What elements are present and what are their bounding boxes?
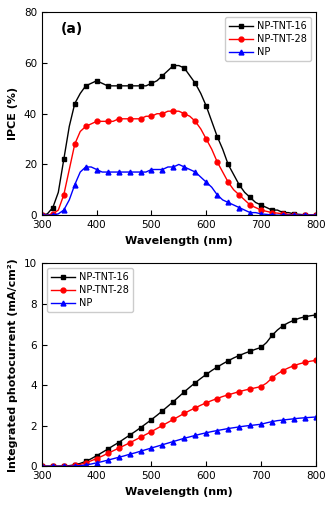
NP xyxy=(314,414,318,420)
NP-TNT-28 xyxy=(40,212,44,218)
NP-TNT-28 xyxy=(237,388,241,394)
X-axis label: Wavelength (nm): Wavelength (nm) xyxy=(125,235,233,245)
NP-TNT-28 xyxy=(308,358,312,364)
Line: NP-TNT-16: NP-TNT-16 xyxy=(39,313,318,469)
NP-TNT-28 xyxy=(122,116,126,122)
Legend: NP-TNT-16, NP-TNT-28, NP: NP-TNT-16, NP-TNT-28, NP xyxy=(47,268,133,312)
NP xyxy=(100,459,104,465)
NP-TNT-16 xyxy=(100,449,104,456)
NP-TNT-28 xyxy=(221,393,225,399)
NP-TNT-16 xyxy=(308,313,312,319)
NP-TNT-28 xyxy=(40,463,44,469)
NP-TNT-16 xyxy=(40,212,44,218)
NP-TNT-16 xyxy=(308,212,312,218)
NP-TNT-16 xyxy=(221,361,225,367)
NP xyxy=(242,207,246,213)
NP-TNT-28 xyxy=(308,212,312,218)
NP-TNT-16 xyxy=(128,83,132,89)
NP-TNT-28 xyxy=(314,212,318,218)
Text: (b): (b) xyxy=(61,274,84,287)
NP-TNT-16 xyxy=(237,352,241,359)
Line: NP-TNT-28: NP-TNT-28 xyxy=(39,358,318,469)
NP-TNT-16 xyxy=(314,212,318,218)
Line: NP: NP xyxy=(39,162,318,218)
NP xyxy=(308,212,312,218)
NP-TNT-28 xyxy=(122,442,126,448)
NP-TNT-16 xyxy=(40,463,44,469)
NP xyxy=(177,162,181,168)
NP-TNT-28 xyxy=(128,116,132,122)
NP xyxy=(128,169,132,175)
Legend: NP-TNT-16, NP-TNT-28, NP: NP-TNT-16, NP-TNT-28, NP xyxy=(225,17,311,61)
NP xyxy=(122,453,126,459)
NP xyxy=(308,414,312,420)
NP-TNT-16 xyxy=(128,432,132,438)
NP-TNT-28 xyxy=(314,358,318,364)
NP-TNT-16 xyxy=(226,162,230,168)
NP xyxy=(221,427,225,433)
X-axis label: Wavelength (nm): Wavelength (nm) xyxy=(125,487,233,496)
NP-TNT-28 xyxy=(226,179,230,185)
NP xyxy=(40,463,44,469)
NP xyxy=(314,212,318,218)
NP xyxy=(237,424,241,430)
NP xyxy=(40,212,44,218)
NP-TNT-16 xyxy=(171,63,175,69)
NP-TNT-16 xyxy=(100,80,104,86)
NP-TNT-28 xyxy=(100,118,104,124)
Line: NP: NP xyxy=(39,415,318,469)
NP xyxy=(122,169,126,175)
Y-axis label: IPCE (%): IPCE (%) xyxy=(8,87,18,140)
NP xyxy=(128,451,132,458)
NP-TNT-28 xyxy=(242,197,246,203)
NP-TNT-28 xyxy=(128,440,132,446)
NP xyxy=(226,199,230,206)
NP-TNT-16 xyxy=(122,83,126,89)
Y-axis label: Integrated photocurrent (mA/cm²): Integrated photocurrent (mA/cm²) xyxy=(8,258,18,472)
Line: NP-TNT-28: NP-TNT-28 xyxy=(39,109,318,218)
Line: NP-TNT-16: NP-TNT-16 xyxy=(39,63,318,218)
NP-TNT-16 xyxy=(242,189,246,195)
NP-TNT-16 xyxy=(122,436,126,442)
NP-TNT-28 xyxy=(166,108,170,114)
Text: (a): (a) xyxy=(61,23,83,36)
NP-TNT-28 xyxy=(100,453,104,459)
NP-TNT-16 xyxy=(314,312,318,318)
NP xyxy=(100,169,104,175)
